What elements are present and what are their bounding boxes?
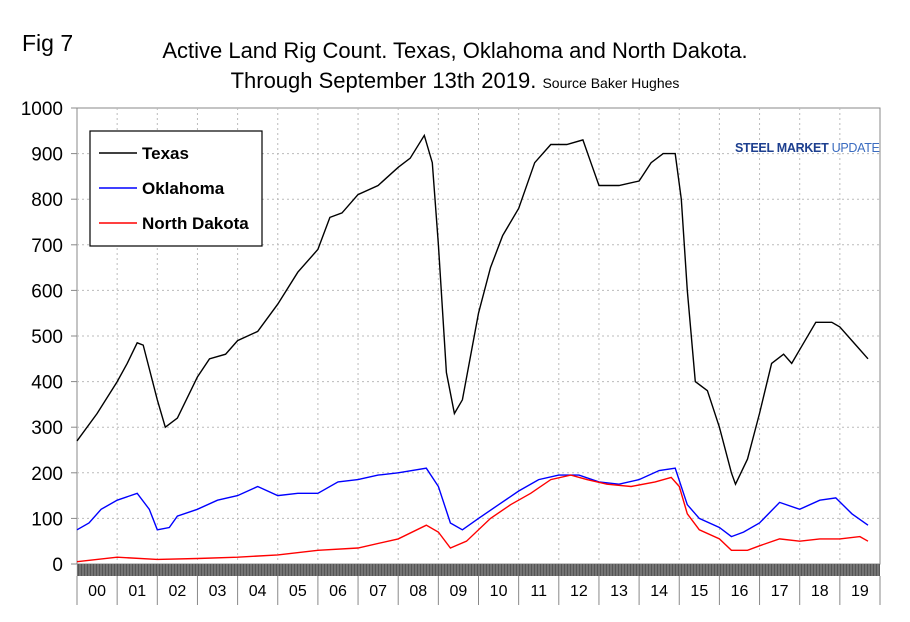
y-tick-label: 700 [31,236,63,257]
x-tick-label: 17 [771,583,789,600]
x-tick-label: 01 [128,583,146,600]
logo-word-2: MARKET [776,141,829,155]
y-tick-label: 900 [31,145,63,166]
x-tick-label: 10 [490,583,508,600]
x-tick-label: 15 [690,583,708,600]
x-tick-label: 05 [289,583,307,600]
x-tick-label: 14 [650,583,668,600]
y-tick-label: 500 [31,327,63,348]
source-text: Source Baker Hughes [542,75,680,91]
y-tick-label: 200 [31,464,63,485]
x-tick-label: 08 [409,583,427,600]
x-tick-label: 03 [209,583,227,600]
series-line-texas [76,133,869,487]
x-tick-label: 11 [530,583,547,600]
logo-word-1: STEEL [735,141,774,155]
legend-label: Oklahoma [142,179,225,198]
y-tick-label: 0 [52,555,63,576]
week-tick-band [77,564,880,576]
x-tick-label: 13 [610,583,628,600]
x-tick-label: 16 [731,583,749,600]
chart-title: Active Land Rig Count. Texas, Oklahoma a… [162,38,748,63]
series-line-north-dakota [76,474,869,563]
x-tick-label: 18 [811,583,829,600]
series-line-oklahoma [76,467,869,538]
x-tick-label: 12 [570,583,588,600]
steel-market-update-logo: STEEL MARKET UPDATE [735,137,880,178]
legend-label: Texas [142,144,189,163]
x-tick-label: 06 [329,583,347,600]
x-tick-label: 09 [450,583,468,600]
y-tick-label: 300 [31,418,63,439]
x-tick-label: 00 [88,583,106,600]
y-tick-label: 600 [31,281,63,302]
y-tick-label: 100 [31,509,63,530]
subtitle-text: Through September 13th 2019. [230,68,537,93]
y-tick-label: 400 [31,373,63,394]
legend-label: North Dakota [142,214,249,233]
x-tick-label: 02 [168,583,186,600]
chart-subtitle: Through September 13th 2019. Source Bake… [0,68,910,94]
x-tick-label: 04 [249,583,267,600]
x-tick-label: 19 [851,583,869,600]
y-tick-label: 800 [31,190,63,211]
logo-word-3: UPDATE [831,141,880,155]
y-tick-label: 1000 [21,99,63,120]
x-tick-label: 07 [369,583,387,600]
figure-label: Fig 7 [22,30,74,56]
